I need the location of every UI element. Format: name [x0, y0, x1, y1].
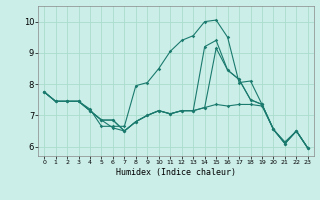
X-axis label: Humidex (Indice chaleur): Humidex (Indice chaleur)	[116, 168, 236, 177]
